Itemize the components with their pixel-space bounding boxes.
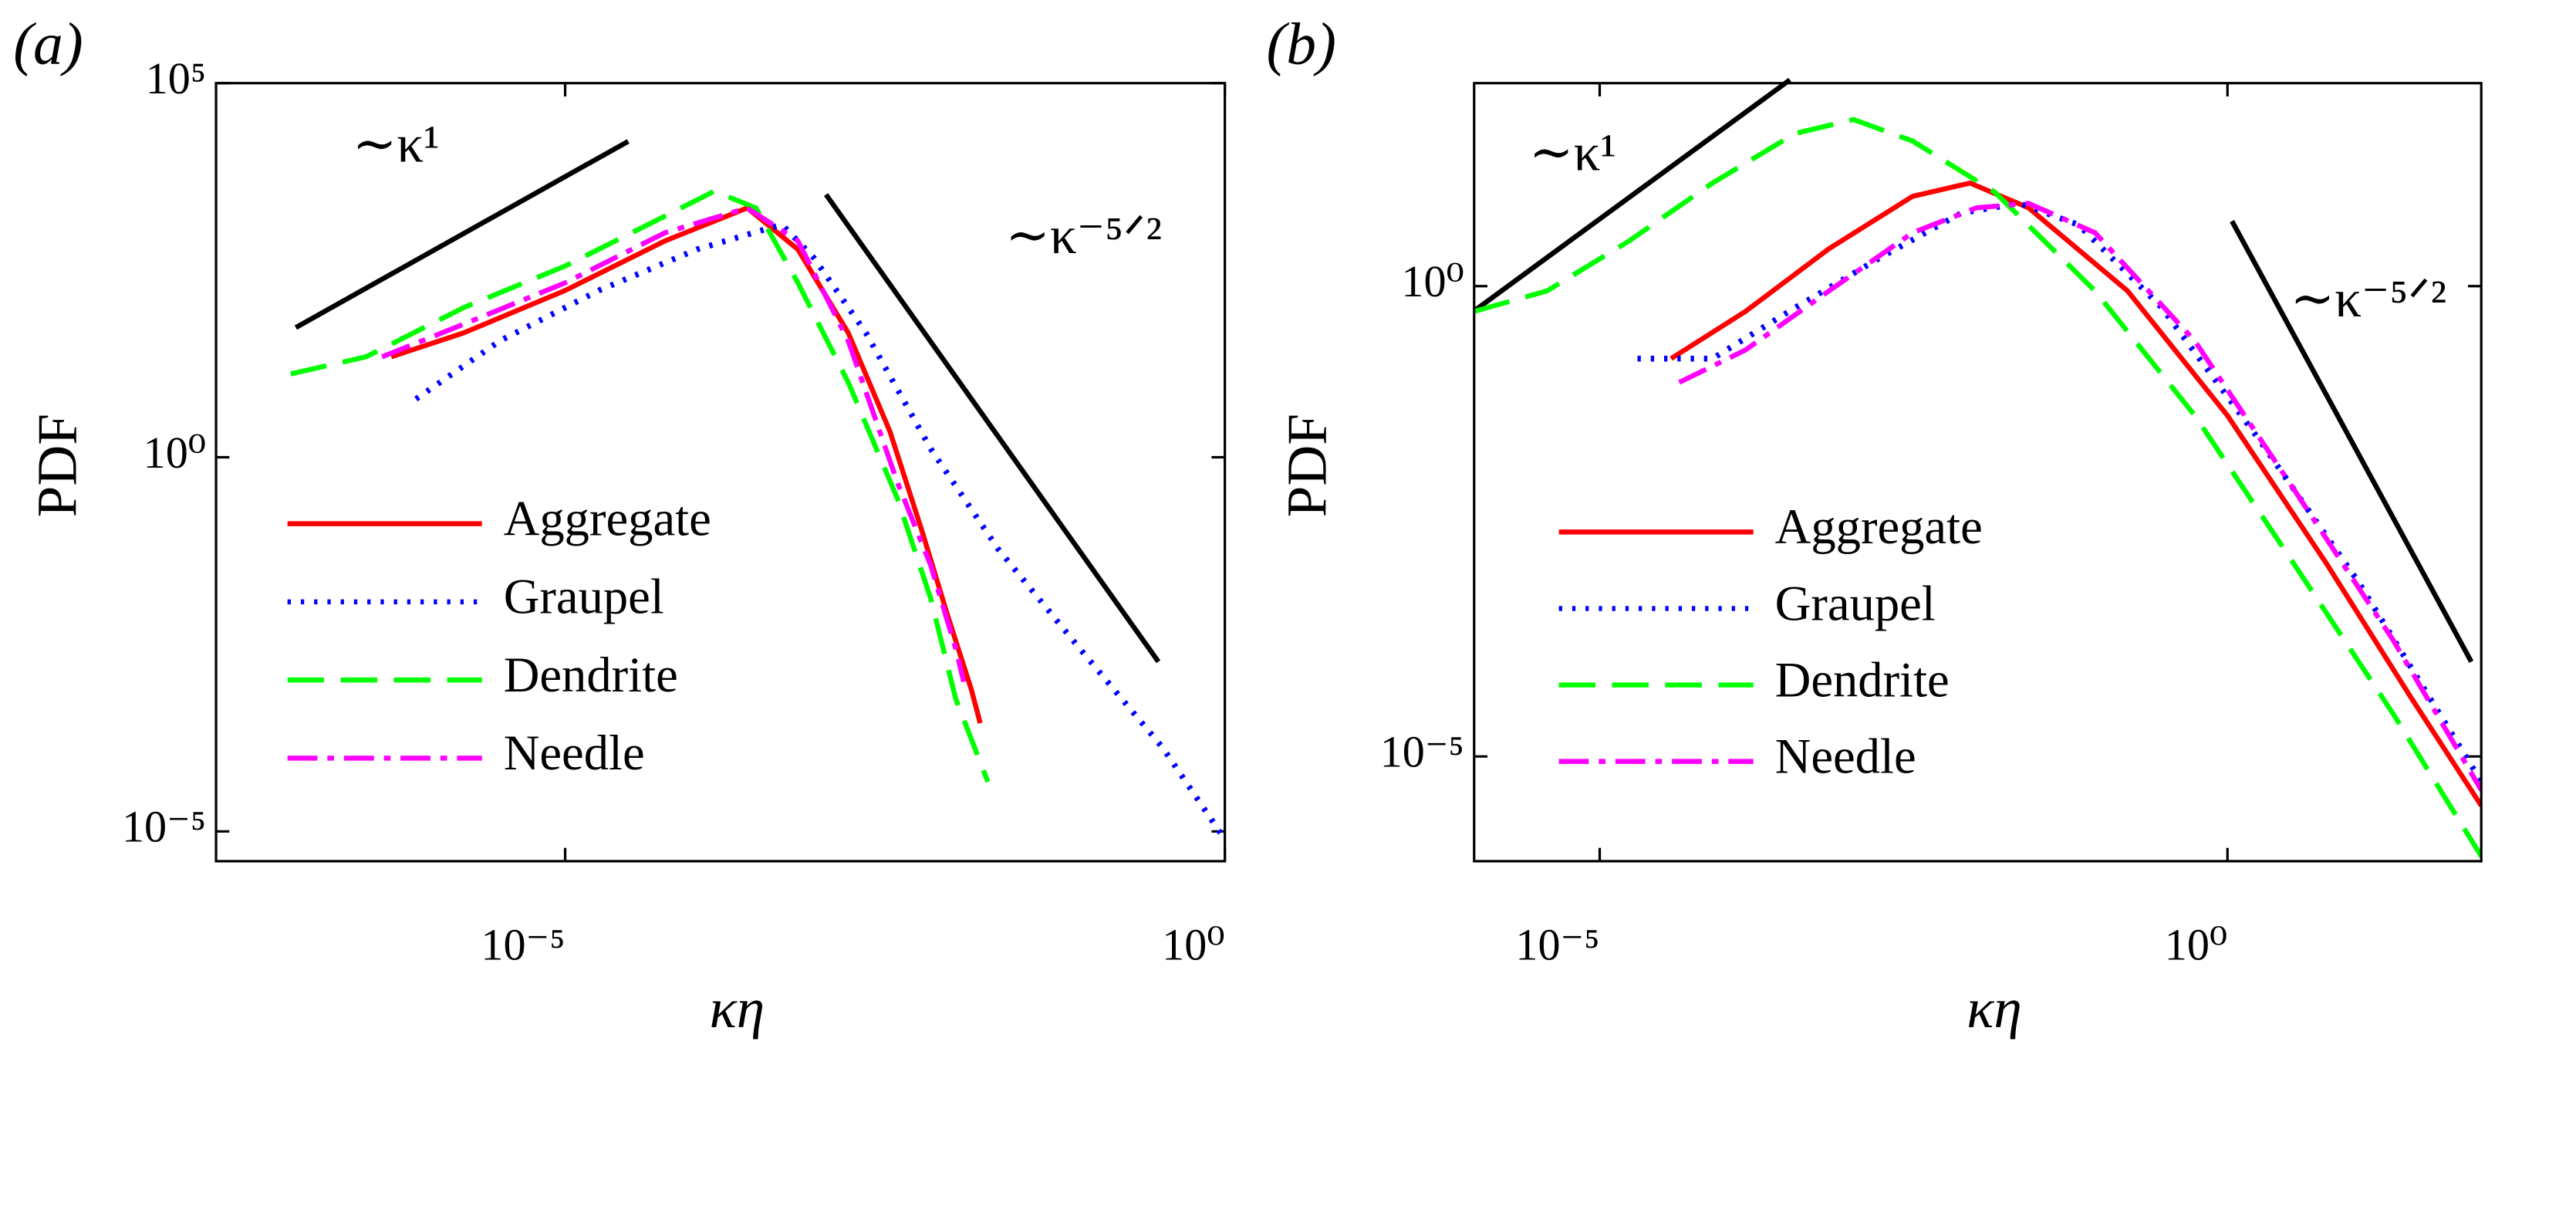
plot-frame (214, 82, 1227, 863)
y-axis-label: PDF (1276, 414, 1339, 517)
legend-label: Aggregate (504, 490, 711, 546)
panel-label: (b) (1266, 10, 1335, 76)
legend-label: Graupel (1775, 575, 1936, 631)
y-tick-label: 10⁵ (146, 53, 206, 103)
series-line (1678, 201, 2482, 792)
annotation: ∼κ¹ (1529, 123, 1616, 181)
x-axis-label: κη (710, 977, 765, 1040)
series-line (290, 188, 991, 783)
slope-line (2230, 219, 2474, 663)
x-tick-label: 10⁻⁵ (1515, 919, 1599, 969)
legend-label: Needle (504, 725, 645, 780)
annotation: ∼κ⁻⁵ᐟ² (1005, 206, 1162, 265)
slope-line (294, 139, 630, 330)
x-tick-label: 10⁰ (1162, 919, 1224, 969)
x-tick-label: 10⁰ (2165, 919, 2227, 969)
y-tick-label: 10⁰ (1401, 256, 1464, 306)
annotation: ∼κ¹ (353, 115, 440, 174)
y-tick-label: 10⁻⁵ (1380, 727, 1464, 777)
legend-label: Needle (1775, 728, 1916, 783)
x-tick-label: 10⁻⁵ (481, 919, 565, 969)
series-line (1670, 180, 2482, 807)
y-axis-label: PDF (26, 414, 89, 517)
x-axis-label: κη (1967, 977, 2021, 1040)
panel-label: (a) (13, 10, 83, 76)
y-tick-label: 10⁰ (143, 428, 206, 478)
series-line (1474, 117, 2482, 858)
legend-label: Dendrite (1775, 651, 1950, 707)
y-tick-label: 10⁻⁵ (122, 802, 206, 852)
slope-line (824, 193, 1161, 664)
slope-line (1472, 77, 1791, 313)
legend-label: Aggregate (1775, 499, 1983, 554)
plot-frame (1473, 82, 2483, 863)
series-line (381, 205, 967, 683)
legend-label: Graupel (504, 569, 664, 624)
legend-label: Dendrite (504, 647, 678, 702)
annotation: ∼κ⁻⁵ᐟ² (2290, 269, 2446, 328)
